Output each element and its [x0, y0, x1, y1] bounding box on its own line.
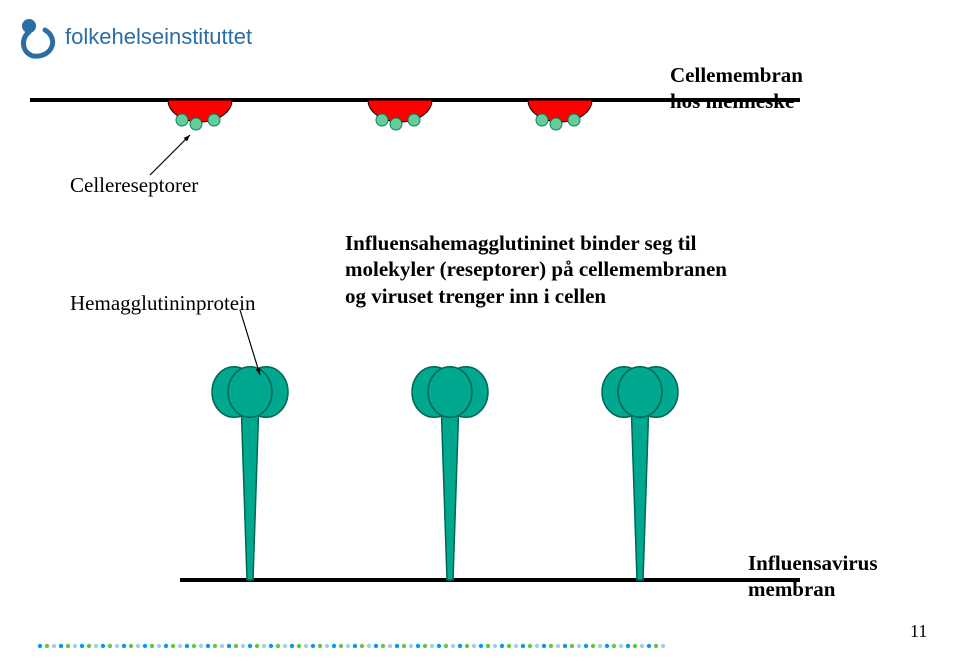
- label-cell-membrane: Cellemembran hos menneske: [670, 62, 803, 115]
- diagram-stage: { "texts": { "cell_membrane": "Cellememb…: [0, 0, 960, 661]
- label-virus-membrane: Influensavirus membran: [748, 550, 878, 603]
- page-number: 11: [910, 620, 927, 643]
- label-cell-receptors: Cellereseptorer: [70, 172, 198, 198]
- body-text: Influensahemagglutininet binder seg til …: [345, 230, 727, 309]
- label-ha-protein: Hemagglutininprotein: [70, 290, 255, 316]
